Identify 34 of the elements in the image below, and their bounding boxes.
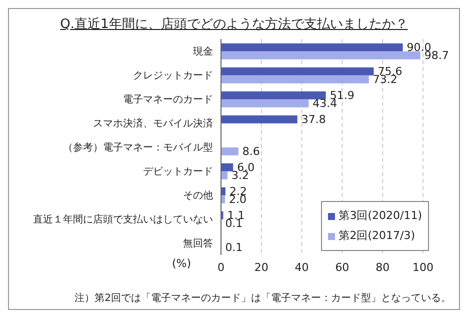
y-tick-label: （参考）電子マネー：モバイル型 bbox=[63, 142, 213, 154]
bar bbox=[221, 67, 374, 76]
bar bbox=[221, 147, 238, 156]
y-tick-label: デビットカード bbox=[143, 166, 213, 178]
data-label: 37.8 bbox=[301, 113, 326, 126]
bar bbox=[221, 51, 420, 60]
bar bbox=[221, 75, 369, 84]
bar bbox=[221, 91, 326, 100]
text: 注）第2回では「電子マネーのカード」は「電子マネー：カード型」となっている。 bbox=[74, 292, 451, 305]
x-tick-label: 80 bbox=[376, 260, 390, 274]
data-label: 0.1 bbox=[225, 241, 243, 254]
x-axis-title: (%) bbox=[172, 256, 191, 270]
x-tick-label: 100 bbox=[412, 260, 434, 274]
bar bbox=[221, 99, 309, 108]
y-tick-label: 無回答 bbox=[183, 238, 213, 250]
x-tick-label: 0 bbox=[218, 260, 224, 274]
bar bbox=[221, 171, 228, 180]
bar bbox=[221, 115, 298, 124]
legend-label: 第3回(2020/11) bbox=[338, 208, 422, 224]
chart-title: Q.直近1年間に、店頭でどのような方法で支払いましたか？ bbox=[59, 16, 409, 33]
bar bbox=[221, 187, 226, 196]
legend-label: 第2回(2017/3) bbox=[338, 228, 415, 244]
bar bbox=[221, 43, 403, 52]
data-label: 8.6 bbox=[242, 145, 260, 158]
bar bbox=[221, 163, 234, 172]
x-tick-label: 40 bbox=[294, 260, 309, 274]
x-tick-label: 20 bbox=[254, 260, 268, 274]
y-tick-label: スマホ決済、モバイル決済 bbox=[93, 118, 213, 130]
y-tick-label: 電子マネーのカード bbox=[123, 94, 213, 106]
y-tick-label: クレジットカード bbox=[133, 70, 213, 82]
y-tick-label: その他 bbox=[183, 190, 213, 202]
x-tick-label: 60 bbox=[335, 260, 350, 274]
y-tick-label: 直近１年間に店頭で支払いはしていない bbox=[33, 214, 213, 226]
y-tick-label: 現金 bbox=[193, 46, 213, 58]
